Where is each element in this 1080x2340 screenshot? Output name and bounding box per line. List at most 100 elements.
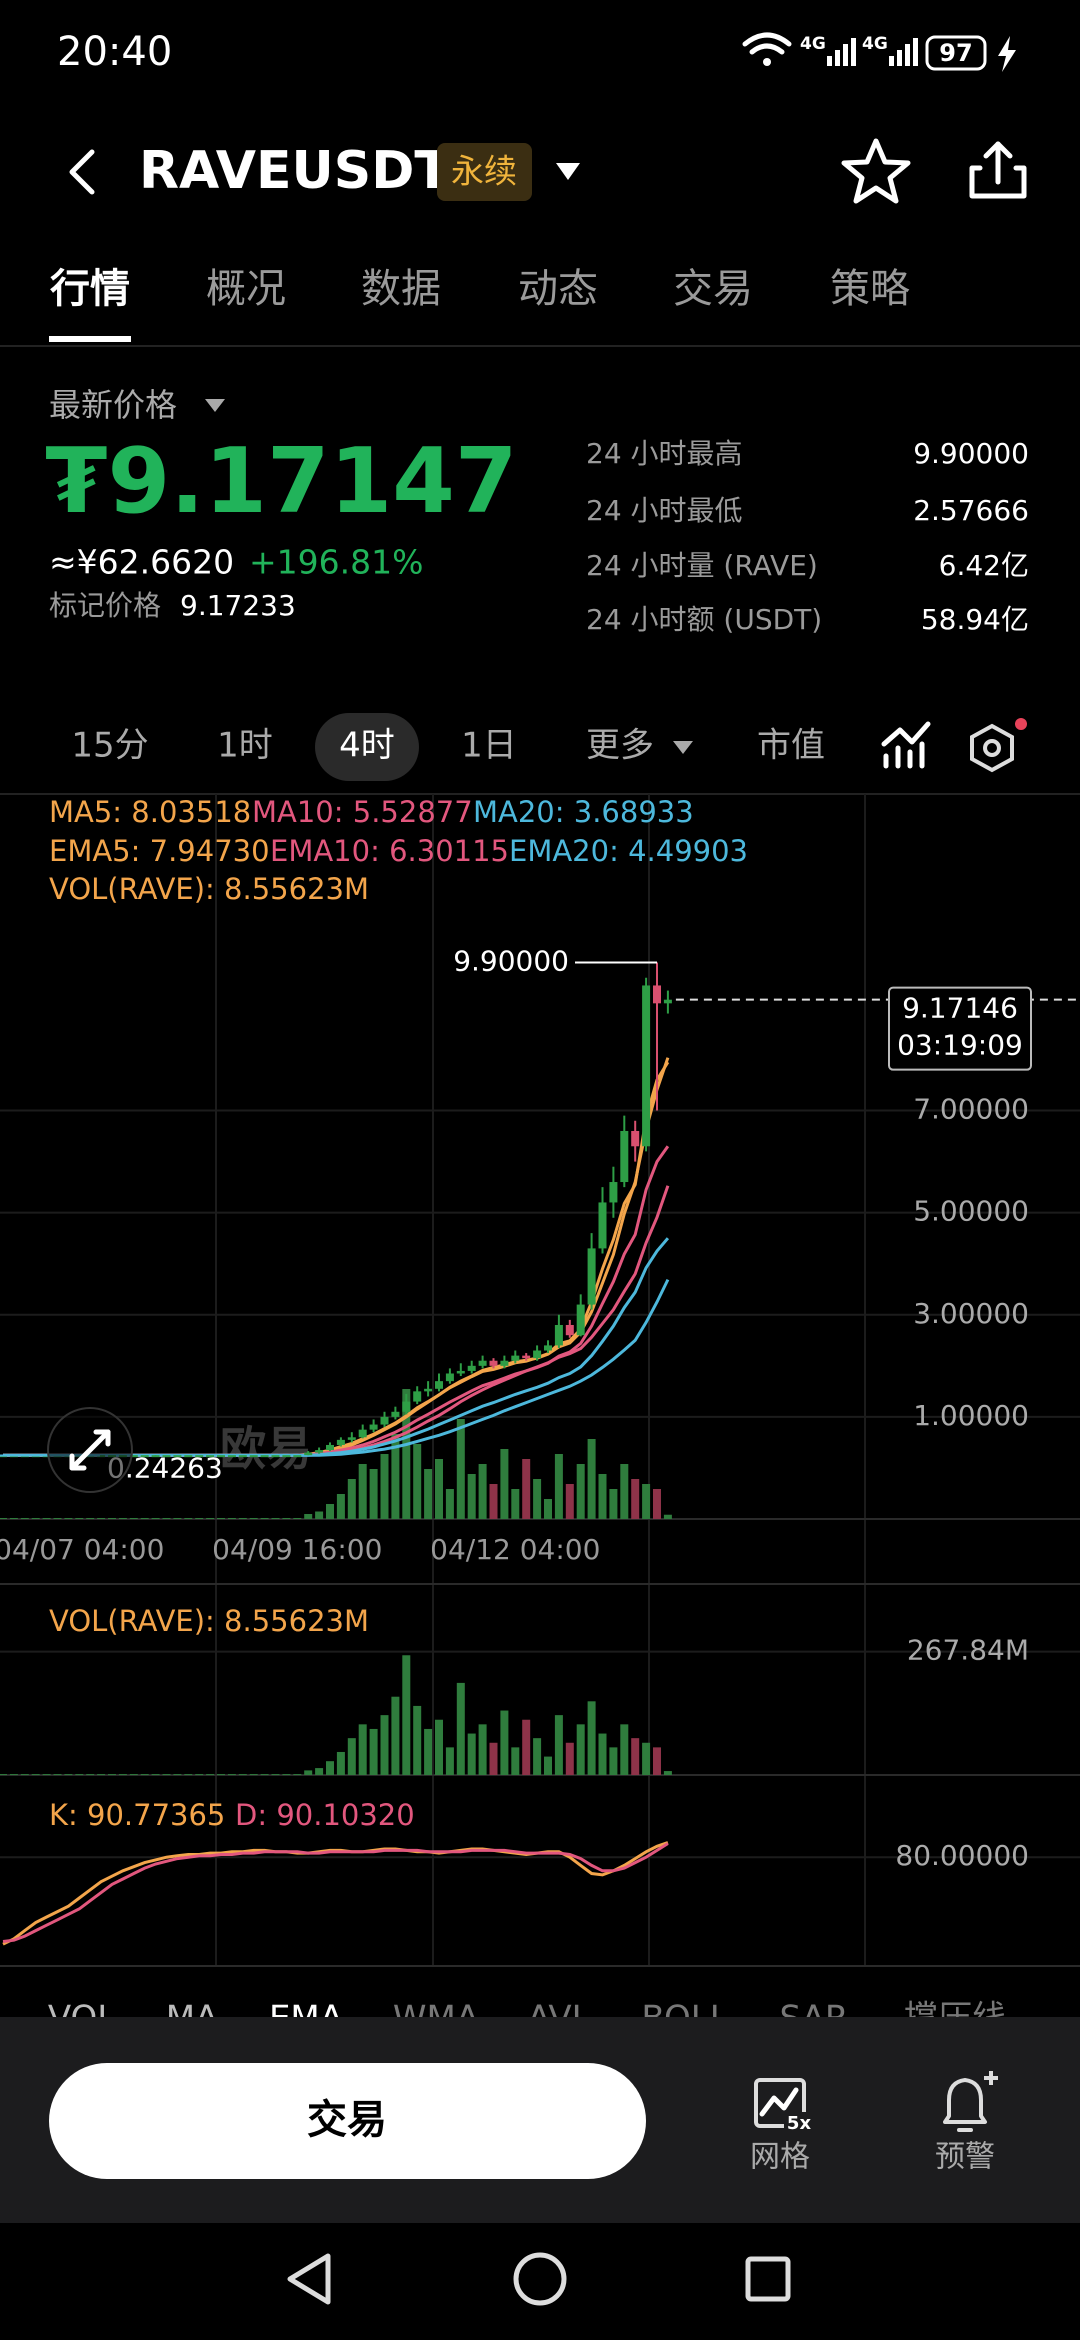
cny-price: ≈¥62.6620 — [49, 543, 234, 582]
tab[interactable]: 动态 — [518, 266, 598, 312]
candle-body — [162, 1455, 171, 1458]
interval[interactable]: 15分 — [71, 726, 148, 766]
candle-body — [336, 1439, 345, 1445]
indicator-button[interactable] — [881, 721, 931, 769]
volume-bar — [20, 1774, 29, 1776]
volume-bar — [533, 1479, 542, 1519]
candle-body — [413, 1391, 422, 1402]
x-tick-label: 04/09 16:00 — [212, 1533, 382, 1566]
mark-price-label: 标记价格 — [49, 589, 161, 622]
share-button[interactable] — [969, 141, 1027, 199]
candle-body — [260, 1455, 269, 1458]
volume-bar — [391, 1434, 400, 1519]
alert-button[interactable] — [943, 2071, 998, 2132]
stat-label: 24 小时额 (USDT) — [586, 603, 822, 636]
volume-bar — [217, 1774, 225, 1776]
volume-bar — [31, 1774, 40, 1776]
grid-button[interactable]: 5x — [754, 2078, 814, 2134]
back-button[interactable] — [69, 149, 95, 195]
volume-bar — [140, 1518, 149, 1519]
volume-bar — [554, 1715, 563, 1775]
more-dropdown[interactable] — [673, 741, 693, 754]
interval[interactable]: 市值 — [757, 726, 825, 766]
high-label: 9.90000 — [453, 944, 569, 977]
symbol-dropdown[interactable] — [556, 163, 580, 180]
volume-bar — [533, 1738, 542, 1775]
candle-body — [173, 1455, 182, 1458]
volume-bar — [326, 1504, 334, 1519]
charging-icon — [998, 36, 1016, 72]
volume-bar — [162, 1518, 171, 1519]
volume-bar — [565, 1484, 574, 1519]
stat-label: 24 小时量 (RAVE) — [586, 549, 818, 582]
candle-body — [151, 1455, 160, 1458]
nav-bar — [0, 2223, 1080, 2340]
volume-bar — [86, 1774, 95, 1776]
candle-body — [293, 1455, 302, 1458]
volume-bar — [653, 1489, 661, 1519]
stat-value: 2.57666 — [913, 494, 1029, 527]
volume-bar — [0, 1518, 7, 1519]
volume-bar — [53, 1774, 62, 1776]
volume-bar — [347, 1738, 356, 1775]
tab[interactable]: 数据 — [361, 266, 441, 312]
candle-body — [424, 1388, 433, 1392]
legend-entry: EMA5: 7.94730 — [49, 834, 270, 868]
nav-recent[interactable] — [745, 2256, 791, 2302]
settings-button[interactable] — [970, 718, 1027, 773]
candle-body — [271, 1455, 280, 1458]
candle-body — [369, 1424, 378, 1430]
volume-bar — [140, 1774, 149, 1776]
candle-body — [326, 1444, 334, 1451]
volume-bar — [565, 1742, 574, 1775]
y-tick-label: 80.00000 — [895, 1839, 1029, 1872]
tab[interactable]: 行情 — [50, 266, 130, 312]
candle-body — [631, 1130, 640, 1147]
trade-button[interactable] — [49, 2063, 646, 2179]
volume-bar — [129, 1774, 138, 1776]
countdown-label: 03:19:09 — [897, 1029, 1023, 1062]
candle-body — [391, 1411, 400, 1417]
expand-button[interactable] — [47, 1407, 133, 1493]
tab[interactable]: 策略 — [830, 266, 910, 312]
volume-bar — [75, 1774, 84, 1776]
nav-back[interactable] — [287, 2253, 331, 2305]
interval[interactable]: 1时 — [217, 726, 273, 766]
contract-badge: 永续 — [451, 152, 517, 191]
price-dropdown[interactable] — [205, 399, 225, 412]
y-tick-label: 1.00000 — [913, 1399, 1029, 1432]
favorite-button[interactable] — [841, 138, 911, 204]
tab[interactable]: 交易 — [673, 266, 753, 312]
legend-entry: VOL(RAVE): 8.55623M — [49, 872, 369, 906]
volume-bar — [478, 1724, 487, 1775]
alert-label: 预警 — [935, 2140, 995, 2175]
candle-body — [663, 999, 672, 1004]
nav-home[interactable] — [513, 2252, 567, 2306]
volume-bar — [369, 1728, 378, 1775]
volume-bar — [642, 1742, 651, 1775]
volume-bar — [162, 1774, 171, 1776]
volume-bar — [424, 1469, 433, 1519]
volume-bar — [173, 1518, 182, 1519]
candle-body — [500, 1360, 509, 1366]
volume-bar — [260, 1518, 269, 1519]
volume-bar — [293, 1518, 302, 1519]
volume-bar — [391, 1696, 400, 1775]
volume-bar — [511, 1747, 520, 1775]
volume-bar — [576, 1464, 585, 1519]
volume-bar — [304, 1514, 313, 1519]
tab[interactable]: 概况 — [206, 266, 286, 312]
volume-bar — [620, 1724, 629, 1775]
interval[interactable]: 1日 — [461, 726, 517, 766]
candle-body — [609, 1182, 618, 1203]
legend-entry: VOL(RAVE): 8.55623M — [49, 1604, 369, 1638]
volume-bar — [598, 1474, 607, 1519]
interval-more[interactable]: 更多 — [586, 726, 654, 766]
candle-body — [587, 1248, 596, 1305]
candle-body — [533, 1350, 542, 1359]
candle-body — [238, 1455, 247, 1458]
volume-bar — [576, 1724, 585, 1775]
volume-bar — [173, 1774, 182, 1776]
interval[interactable]: 4时 — [339, 726, 395, 766]
